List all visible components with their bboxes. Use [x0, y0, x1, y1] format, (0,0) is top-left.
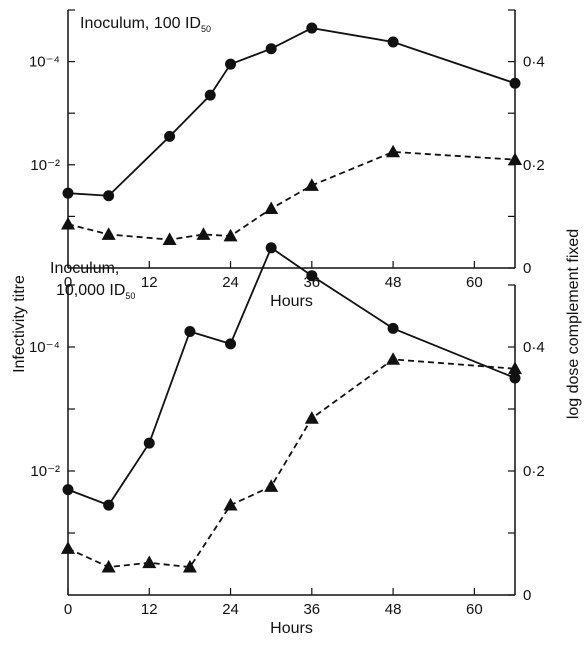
infectivity-point [225, 338, 237, 350]
left-axis-tick-label: 10⁻² [30, 463, 60, 480]
complement-point [304, 411, 319, 424]
panels: 10⁻² 10⁻⁴ 0·2 0·4 0 0 12 24 36 48 60 Hours Inoculum,… [29, 9, 545, 637]
complement-point [101, 227, 116, 240]
x-axis-tick-label: 48 [385, 601, 402, 618]
x-axis-tick-label: 0 [64, 274, 72, 291]
x-axis-tick-label: 36 [303, 601, 320, 618]
complement-point [142, 555, 157, 569]
infectivity-point [265, 43, 277, 55]
annotation-subscript: 50 [125, 291, 135, 301]
complement-point [508, 152, 522, 166]
infectivity-point [306, 270, 318, 282]
infectivity-line [67, 246, 516, 507]
complement-point [264, 201, 279, 215]
complement-point [101, 559, 116, 573]
complement-point [386, 144, 401, 158]
x-axis-label: Hours [270, 293, 313, 310]
infectivity-point [164, 130, 176, 142]
complement-point [508, 361, 522, 375]
complement-point [182, 559, 197, 573]
x-axis-tick-label: 12 [141, 274, 158, 291]
complement-point [304, 178, 319, 191]
infectivity-point [184, 326, 196, 337]
infectivity-point [62, 187, 74, 199]
right-axis-tick-label: 0·2 [523, 463, 545, 480]
infectivity-point [103, 499, 115, 511]
x-axis-tick-label: 48 [385, 274, 402, 291]
inoculum-annotation-line: Inoculum, [50, 260, 119, 277]
complement-point [264, 479, 279, 492]
infectivity-point [509, 77, 521, 89]
left-axis-tick-label: 10⁻⁴ [29, 339, 60, 356]
complement-point [196, 227, 211, 240]
x-axis-tick-label: 12 [141, 601, 158, 618]
left-axis-tick-label: 10⁻² [30, 157, 60, 174]
complement-point [386, 352, 401, 365]
infectivity-point [509, 372, 521, 384]
right-axis-tick-label: 0·4 [523, 54, 545, 71]
right-axis-tick-label: 0 [523, 260, 531, 277]
right-axis-tick-label: 0 [523, 587, 531, 604]
x-axis-tick-label: 24 [222, 601, 239, 618]
annotation-subscript: 50 [201, 24, 211, 34]
complement-point [61, 216, 75, 230]
infectivity-point [225, 58, 237, 70]
infectivity-point [62, 484, 74, 496]
complement-point [223, 497, 238, 511]
infectivity-point [103, 190, 115, 202]
panel-top: 10⁻²10⁻⁴0·20·400 12 24 36 48 60HoursInoculum,… [29, 9, 545, 310]
x-axis-tick-label: 24 [222, 274, 239, 291]
x-axis-tick-label: 60 [466, 274, 483, 291]
left-axis-tick-label: 10⁻⁴ [29, 54, 60, 71]
x-axis-tick-label: 60 [466, 601, 483, 618]
infectivity-point [143, 437, 155, 449]
infectivity-point [204, 89, 216, 101]
right-axis-label: log dose complement fixed [565, 229, 582, 419]
infectivity-point [387, 322, 399, 334]
inoculum-annotation-line: 10,000 ID50 [56, 282, 135, 301]
infectivity-point [306, 22, 318, 34]
left-axis-label: Infectivity titre [11, 275, 28, 373]
infectivity-point [265, 242, 277, 254]
x-axis-label: Hours [270, 620, 313, 637]
right-axis-tick-label: 0·4 [523, 339, 545, 356]
complement-line [67, 150, 516, 241]
inoculum-annotation: Inoculum, 100 ID50 [80, 15, 211, 34]
complement-point [223, 228, 238, 242]
panel-bottom: 10⁻² 10⁻⁴ 0·2 0·4 0 0 12 24 36 48 60 Hours Inoculum,… [29, 242, 545, 637]
infectivity-line [67, 27, 516, 197]
complement-point [61, 541, 75, 554]
x-axis-tick-label: 0 [64, 601, 72, 618]
right-axis-tick-label: 0·2 [523, 157, 545, 174]
complement-point [162, 232, 177, 246]
infectivity-point [387, 36, 399, 48]
